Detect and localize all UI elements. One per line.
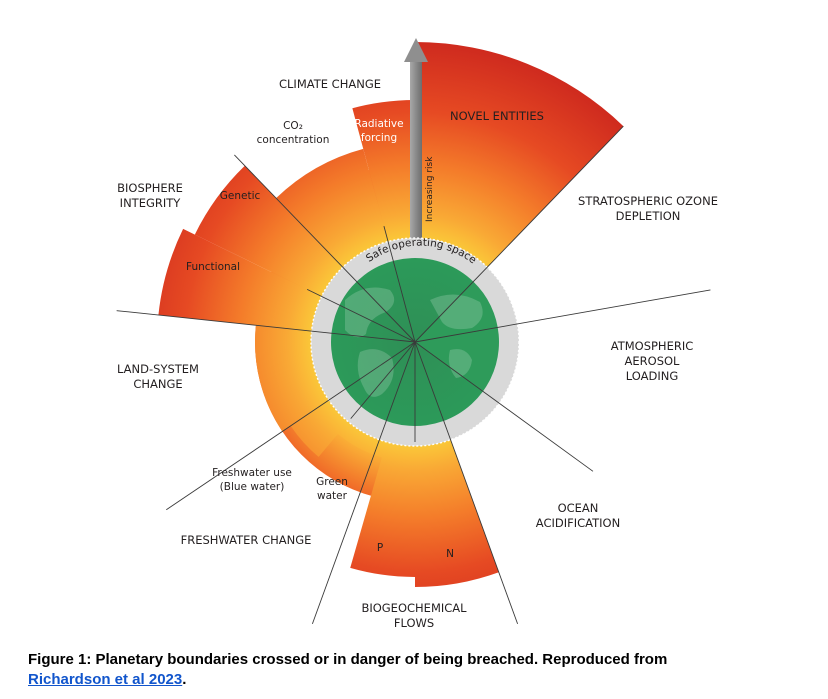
divider-line [234, 154, 416, 343]
safe-operating-space: Safe operating space [310, 237, 520, 447]
divider-line [414, 341, 594, 472]
divider-line [350, 341, 416, 419]
label-co2-concentration: CO₂ concentration [257, 120, 330, 146]
label-biogeochemical-flows: BIOGEOCHEMICAL FLOWS [361, 601, 467, 630]
safe-zone-disc [331, 258, 483, 426]
label-phosphorus: P [377, 542, 383, 554]
label-land-system-change: LAND-SYSTEM CHANGE [117, 362, 199, 391]
sub-labels: CO₂ concentration Radiative forcing Geneti… [186, 118, 454, 560]
citation-link[interactable]: Richardson et al 2023 [28, 671, 183, 688]
boundary-dividers [116, 125, 711, 625]
label-freshwater-change: FRESHWATER CHANGE [181, 533, 312, 547]
figure-caption: Figure 1: Planetary boundaries crossed o… [28, 650, 818, 690]
label-ocean-acidification: OCEAN ACIDIFICATION [536, 501, 620, 530]
label-green-water: Green water [316, 476, 348, 502]
divider-line [311, 341, 416, 625]
wedge-green-water [337, 418, 388, 458]
label-radiative-forcing: Radiative forcing [354, 118, 403, 144]
caption-period: . [182, 671, 187, 688]
divider-line [306, 288, 416, 343]
label-genetic: Genetic [220, 190, 261, 202]
wedge-genetic [194, 165, 346, 299]
wedge-co2-concentration [276, 148, 390, 271]
label-nitrogen: N [446, 548, 454, 560]
wedge-nitrogen [415, 435, 499, 587]
divider-line [166, 341, 416, 511]
wedge-radiative-forcing [352, 100, 415, 246]
label-climate-change: CLIMATE CHANGE [279, 77, 381, 91]
boundary-wedges [158, 42, 624, 587]
label-novel-entities: NOVEL ENTITIES [450, 109, 544, 123]
label-blue-water: Freshwater use (Blue water) [212, 467, 292, 493]
wedge-phosphorus [350, 438, 415, 577]
label-biosphere-integrity: BIOSPHERE INTEGRITY [117, 181, 183, 210]
divider-line [116, 310, 416, 343]
divider-line [414, 341, 519, 625]
label-stratospheric-ozone: STRATOSPHERIC OZONE DEPLETION [578, 194, 718, 223]
wedge-blue-water [290, 397, 351, 457]
wedge-novel-entities [415, 42, 624, 271]
wedge-functional [158, 228, 326, 332]
increasing-risk-label: Increasing risk [425, 156, 435, 222]
boundary-labels: CLIMATE CHANGE NOVEL ENTITIES STRATOSPHE… [117, 77, 718, 630]
divider-line [414, 125, 624, 343]
label-atmospheric-aerosol: ATMOSPHERIC AEROSOL LOADING [611, 339, 694, 383]
safe-zone-east [415, 281, 500, 392]
divider-line [414, 289, 711, 343]
caption-text: Figure 1: Planetary boundaries crossed o… [28, 651, 668, 668]
divider-line [383, 225, 416, 343]
label-functional: Functional [186, 261, 240, 273]
